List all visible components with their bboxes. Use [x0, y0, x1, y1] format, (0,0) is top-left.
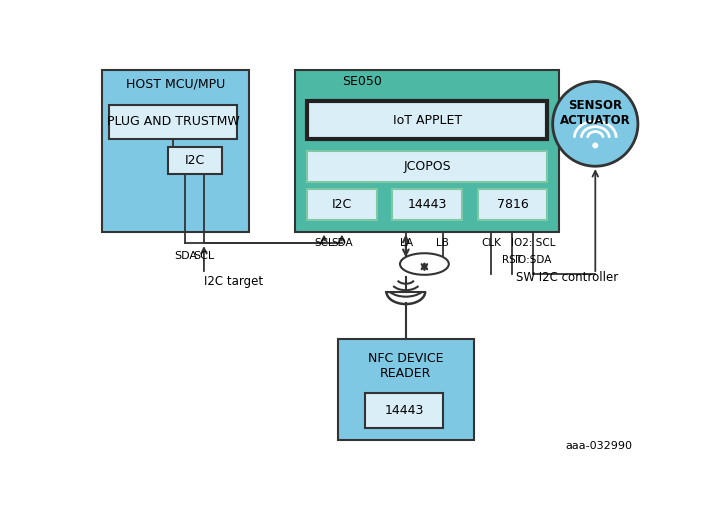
Text: SENSOR
ACTUATOR: SENSOR ACTUATOR	[560, 99, 631, 127]
Text: LA: LA	[400, 238, 413, 248]
Text: SCL: SCL	[194, 251, 215, 261]
Text: aaa-032990: aaa-032990	[565, 441, 632, 451]
Bar	[392, 189, 462, 220]
Text: I2C: I2C	[184, 154, 204, 167]
Bar	[338, 339, 474, 440]
Text: 14443: 14443	[384, 404, 423, 417]
Text: IO:SDA: IO:SDA	[515, 255, 552, 265]
Bar	[307, 151, 547, 182]
Text: 7816: 7816	[497, 198, 528, 211]
Bar	[109, 105, 238, 139]
Text: SE050: SE050	[342, 75, 382, 88]
Bar	[477, 189, 547, 220]
Text: LB: LB	[436, 238, 449, 248]
Bar	[307, 189, 377, 220]
Ellipse shape	[400, 253, 449, 275]
Text: NFC DEVICE
READER: NFC DEVICE READER	[368, 352, 444, 380]
Bar	[307, 101, 547, 139]
Text: PLUG AND TRUSTMW: PLUG AND TRUSTMW	[107, 115, 240, 129]
Text: CLK: CLK	[482, 238, 501, 248]
Bar	[365, 393, 443, 428]
Text: SCL: SCL	[314, 238, 334, 248]
Text: HOST MCU/MPU: HOST MCU/MPU	[125, 77, 225, 90]
Text: SDA: SDA	[331, 238, 353, 248]
Text: 14443: 14443	[408, 198, 447, 211]
Bar	[295, 70, 559, 231]
Text: SW I2C controller: SW I2C controller	[516, 271, 618, 284]
Circle shape	[593, 143, 598, 148]
Text: I2C: I2C	[332, 198, 352, 211]
Text: SDA: SDA	[174, 251, 197, 261]
Circle shape	[553, 81, 638, 166]
Bar	[102, 70, 249, 231]
Text: IO2: SCL: IO2: SCL	[511, 238, 556, 248]
Text: RST: RST	[503, 255, 523, 265]
Text: IoT APPLET: IoT APPLET	[392, 114, 462, 127]
Text: JCOPOS: JCOPOS	[403, 160, 451, 173]
Bar	[168, 147, 222, 174]
Text: I2C target: I2C target	[204, 275, 263, 288]
